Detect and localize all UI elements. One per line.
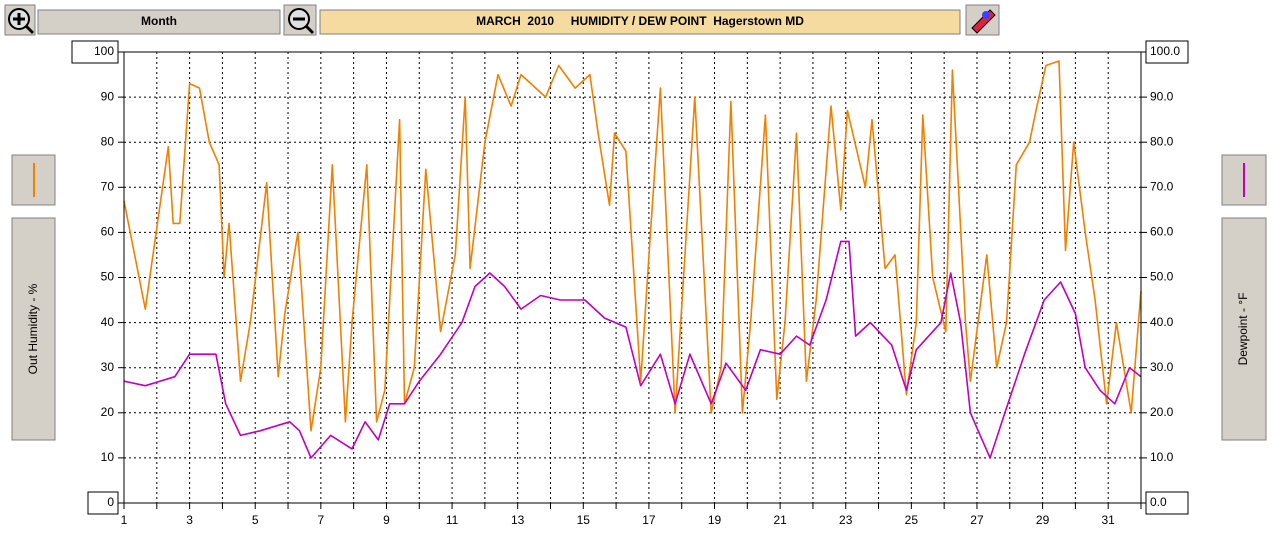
zoom-out-button[interactable] bbox=[283, 4, 317, 36]
y-tick-label: 50 bbox=[101, 270, 115, 284]
y-tick-box bbox=[87, 491, 119, 515]
y2-tick-label: 20.0 bbox=[1150, 405, 1174, 419]
y-tick-label: 100 bbox=[94, 44, 114, 58]
x-tick-label: 5 bbox=[252, 513, 259, 527]
y-tick-label: 80 bbox=[101, 134, 115, 148]
y-tick-label: 90 bbox=[101, 89, 115, 103]
x-tick-label: 29 bbox=[1036, 513, 1050, 527]
data-line bbox=[123, 240, 1142, 459]
y2-tick-label: 60.0 bbox=[1150, 225, 1174, 239]
y2-tick-label: 40.0 bbox=[1150, 315, 1174, 329]
y2-tick-label: 70.0 bbox=[1150, 179, 1174, 193]
settings-button[interactable] bbox=[965, 4, 1000, 36]
x-tick-label: 7 bbox=[317, 513, 324, 527]
y-tick-label: 60 bbox=[101, 225, 115, 239]
axis-humidity-button[interactable]: Out Humidity - % bbox=[11, 217, 56, 441]
x-tick-label: 13 bbox=[511, 513, 525, 527]
axis-dewpoint-button[interactable]: Dewpoint - °F bbox=[1221, 217, 1267, 441]
x-tick-label: 21 bbox=[773, 513, 787, 527]
x-tick-label: 27 bbox=[970, 513, 984, 527]
y-tick-label: 30 bbox=[101, 360, 115, 374]
x-tick-label: 3 bbox=[186, 513, 193, 527]
x-tick-label: 19 bbox=[708, 513, 722, 527]
data-line bbox=[123, 60, 1142, 432]
y2-tick-label: 30.0 bbox=[1150, 360, 1174, 374]
x-tick-label: 23 bbox=[839, 513, 853, 527]
period-button[interactable]: Month bbox=[37, 9, 281, 35]
x-tick-label: 11 bbox=[446, 513, 459, 527]
y2-tick-label: 50.0 bbox=[1150, 270, 1174, 284]
chart-title: MARCH 2010 HUMIDITY / DEW POINT Hagersto… bbox=[476, 14, 804, 28]
y2-tick-box bbox=[1145, 491, 1189, 515]
x-tick-label: 1 bbox=[121, 513, 128, 527]
period-label: Month bbox=[141, 14, 177, 28]
x-tick-label: 15 bbox=[577, 513, 591, 527]
plot-border bbox=[123, 51, 1142, 504]
x-tick-label: 17 bbox=[642, 513, 656, 527]
zoom-in-button[interactable] bbox=[4, 4, 36, 36]
plot-area bbox=[124, 52, 1141, 503]
y2-tick-label: 0.0 bbox=[1150, 495, 1167, 509]
y-tick-label: 0 bbox=[107, 495, 114, 509]
y-tick-label: 20 bbox=[101, 405, 115, 419]
title-box bbox=[319, 9, 961, 35]
y-tick-label: 40 bbox=[101, 315, 115, 329]
y2-axis-label: Dewpoint - °F bbox=[1236, 293, 1250, 366]
y2-tick-label: 80.0 bbox=[1150, 134, 1174, 148]
y-axis-label: Out Humidity - % bbox=[26, 283, 40, 374]
y2-tick-label: 10.0 bbox=[1150, 450, 1174, 464]
y-tick-box bbox=[71, 40, 119, 64]
y-tick-label: 10 bbox=[101, 450, 115, 464]
y-tick-label: 70 bbox=[101, 179, 115, 193]
y2-tick-box bbox=[1145, 40, 1189, 64]
y2-tick-label: 90.0 bbox=[1150, 89, 1174, 103]
y2-tick-label: 100.0 bbox=[1150, 44, 1180, 58]
x-tick-label: 31 bbox=[1102, 513, 1116, 527]
x-tick-label: 9 bbox=[383, 513, 390, 527]
x-tick-label: 25 bbox=[905, 513, 919, 527]
